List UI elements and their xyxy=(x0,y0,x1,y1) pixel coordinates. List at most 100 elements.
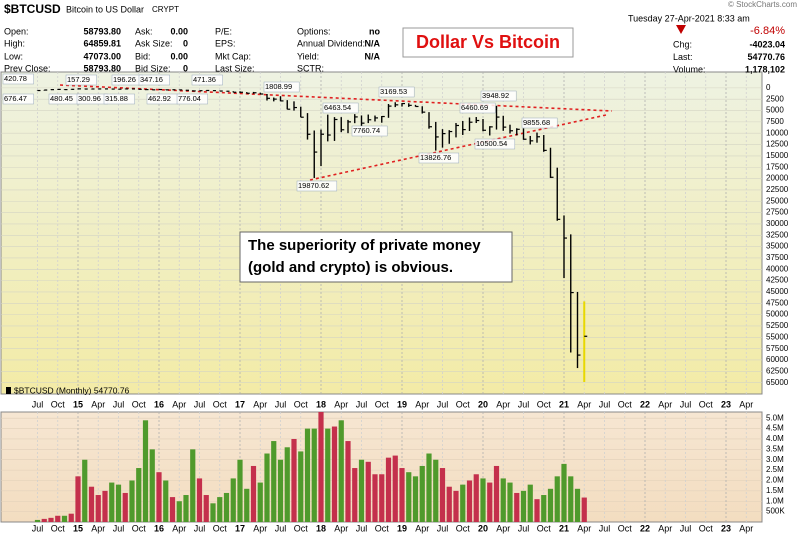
volume-bar xyxy=(325,428,331,522)
annotation: 13826.76 xyxy=(420,153,451,162)
field-value: N/A xyxy=(365,51,381,61)
x-tick-label: Apr xyxy=(577,399,591,409)
annotation: 315.88 xyxy=(105,94,128,103)
annotation: 9855.68 xyxy=(523,118,550,127)
annotation-box xyxy=(263,81,300,93)
y-tick-label: 62500 xyxy=(766,366,789,375)
volume-bar xyxy=(264,453,270,522)
volume-bar xyxy=(581,497,587,522)
y-tick-label: 47500 xyxy=(766,298,789,307)
timestamp: Tuesday 27-Apr-2021 8:33 am xyxy=(628,13,750,23)
x-tick-label: Oct xyxy=(375,523,390,533)
volume-bar xyxy=(169,497,176,522)
annotation-box xyxy=(351,125,388,137)
field-label: Bid Size: xyxy=(135,63,171,73)
volume-bar xyxy=(291,438,297,522)
volume-bar xyxy=(487,482,493,522)
x-tick-label: 16 xyxy=(154,523,164,533)
annotation: 776.04 xyxy=(178,94,201,103)
legend-swatch xyxy=(6,387,11,394)
copyright: © StockCharts.com xyxy=(728,0,797,9)
x-tick-label: Jul xyxy=(599,399,611,409)
y-tick-label: 40000 xyxy=(766,264,789,273)
x-tick-label: Apr xyxy=(172,399,186,409)
field-value: 0.00 xyxy=(170,51,188,61)
symbol-name: Bitcoin to US Dollar xyxy=(66,4,144,14)
x-tick-label: 15 xyxy=(73,523,83,533)
y-tick-label: 10000 xyxy=(766,128,789,137)
x-tick-label: Apr xyxy=(172,523,186,533)
exchange: CRYPT xyxy=(152,5,179,14)
x-tick-label: Oct xyxy=(537,523,552,533)
x-tick-label: Oct xyxy=(375,399,390,409)
field-label: Prev Close: xyxy=(4,63,51,73)
comment: (gold and crypto) is obvious. xyxy=(248,259,453,276)
x-tick-label: 19 xyxy=(397,523,407,533)
volume-bar xyxy=(48,517,54,522)
field-label: SCTR: xyxy=(297,63,324,73)
title: Dollar Vs Bitcoin xyxy=(416,32,560,52)
x-tick-label: 20 xyxy=(478,523,488,533)
y-tick-label: 17500 xyxy=(766,162,789,171)
x-tick-label: Jul xyxy=(518,523,530,533)
annotation-box xyxy=(2,73,34,85)
y-tick-label: 7500 xyxy=(766,117,784,126)
field-value: 0 xyxy=(183,63,188,73)
volume-bar xyxy=(460,484,466,522)
annotation: 157.29 xyxy=(67,75,90,84)
y-tick-label: 20000 xyxy=(766,174,789,183)
volume-bar xyxy=(271,441,277,522)
field-value: 58793.80 xyxy=(83,26,121,36)
volume-bar xyxy=(284,447,290,522)
volume-bar xyxy=(95,495,101,522)
field-value: -4023.04 xyxy=(749,39,785,49)
volume-bar xyxy=(257,482,263,522)
annotation-box xyxy=(296,180,338,192)
field-label: Options: xyxy=(297,26,331,36)
x-tick-label: 21 xyxy=(559,523,569,533)
volume-bar xyxy=(358,459,365,522)
volume-bar xyxy=(156,472,162,522)
x-tick-label: Apr xyxy=(739,523,753,533)
volume-bar xyxy=(244,488,250,522)
annotation: 7760.74 xyxy=(353,126,380,135)
annotation-box xyxy=(378,86,415,98)
volume-bar xyxy=(163,480,169,522)
volume-bar xyxy=(304,428,311,522)
field-value: 58793.80 xyxy=(83,63,121,73)
volume-bar xyxy=(61,515,68,522)
x-tick-label: 20 xyxy=(478,399,488,409)
annotation-box xyxy=(480,90,517,102)
y-tick-label: 52500 xyxy=(766,321,789,330)
volume-bar xyxy=(500,478,506,522)
y-tick-label: 32500 xyxy=(766,230,789,239)
x-tick-label: 19 xyxy=(397,399,407,409)
annotation-box xyxy=(418,152,460,164)
volume-bar xyxy=(406,472,412,522)
field-value: 1,178,102 xyxy=(745,64,785,74)
volume-bar xyxy=(223,492,230,522)
x-tick-label: Oct xyxy=(456,399,471,409)
annotation-box xyxy=(138,74,170,86)
volume-bar xyxy=(230,478,236,522)
volume-bar xyxy=(561,463,567,522)
x-tick-label: Apr xyxy=(415,399,429,409)
x-tick-label: Oct xyxy=(699,399,714,409)
x-tick-label: Jul xyxy=(194,399,206,409)
field-label: Chg: xyxy=(673,39,692,49)
down-arrow xyxy=(676,25,686,34)
x-tick-label: Jul xyxy=(32,523,44,533)
volume-bar xyxy=(514,492,520,522)
volume-bar xyxy=(318,412,324,522)
x-tick-label: Jul xyxy=(113,523,125,533)
comment-box xyxy=(239,231,513,283)
x-tick-label: Apr xyxy=(334,523,348,533)
x-tick-label: Jul xyxy=(356,399,368,409)
change-pct: -6.84% xyxy=(750,25,785,37)
volume-bar xyxy=(433,459,439,522)
annotation: 480.45 xyxy=(50,94,73,103)
trend-line xyxy=(59,84,613,112)
field-label: Yield: xyxy=(297,51,319,61)
annotation: 300.96 xyxy=(78,94,101,103)
volume-bar xyxy=(75,476,81,522)
